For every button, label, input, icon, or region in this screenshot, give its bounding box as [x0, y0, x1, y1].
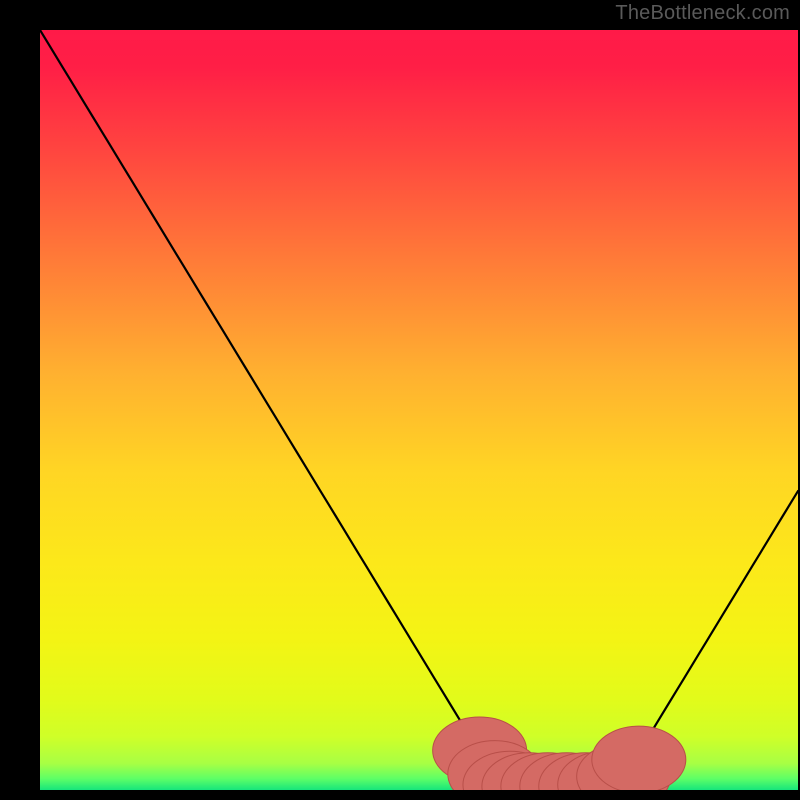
watermark-text: TheBottleneck.com	[615, 2, 790, 25]
plot-svg	[40, 30, 798, 790]
chart-area	[40, 30, 798, 790]
highlight-marker	[592, 726, 686, 790]
root: TheBottleneck.com	[0, 0, 800, 800]
